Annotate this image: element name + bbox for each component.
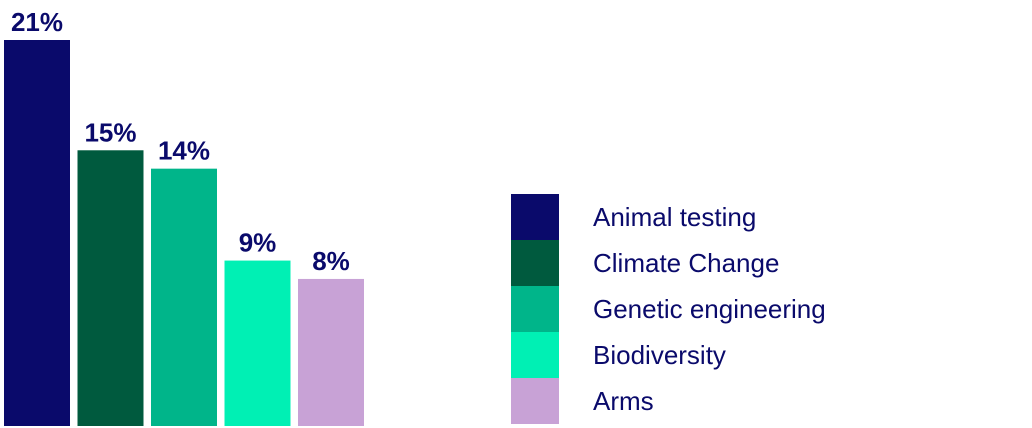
legend-swatch — [511, 378, 559, 424]
bar-genetic-engineering — [151, 168, 217, 426]
legend-item-arms: Arms — [511, 378, 931, 424]
bar-arms — [298, 278, 364, 426]
legend-swatch — [511, 194, 559, 240]
bar-animal-testing — [4, 40, 70, 426]
chart-legend: Animal testing Climate Change Genetic en… — [511, 194, 931, 426]
legend-swatch — [511, 240, 559, 286]
legend-label: Genetic engineering — [593, 294, 826, 324]
legend-item-biodiversity: Biodiversity — [511, 332, 931, 378]
bar-value-label-biodiversity: 9% — [239, 228, 277, 258]
bar-biodiversity — [224, 260, 291, 426]
legend-label: Biodiversity — [593, 340, 726, 370]
legend-item-animal-testing: Animal testing — [511, 194, 931, 240]
bar-value-label-genetic-engineering: 14% — [158, 136, 210, 166]
legend-item-climate-change: Climate Change — [511, 240, 931, 286]
bar-value-label-climate-change: 15% — [84, 117, 136, 147]
legend-label: Arms — [593, 386, 654, 416]
bar-climate-change — [77, 150, 144, 427]
legend-swatch — [511, 286, 559, 332]
legend-label: Animal testing — [593, 202, 757, 232]
legend-label: Climate Change — [593, 248, 780, 278]
legend-swatch — [511, 332, 559, 378]
bar-value-label-arms: 8% — [312, 246, 350, 276]
legend-item-genetic-engineering: Genetic engineering — [511, 286, 931, 332]
bar-value-label-animal-testing: 21% — [11, 7, 63, 37]
